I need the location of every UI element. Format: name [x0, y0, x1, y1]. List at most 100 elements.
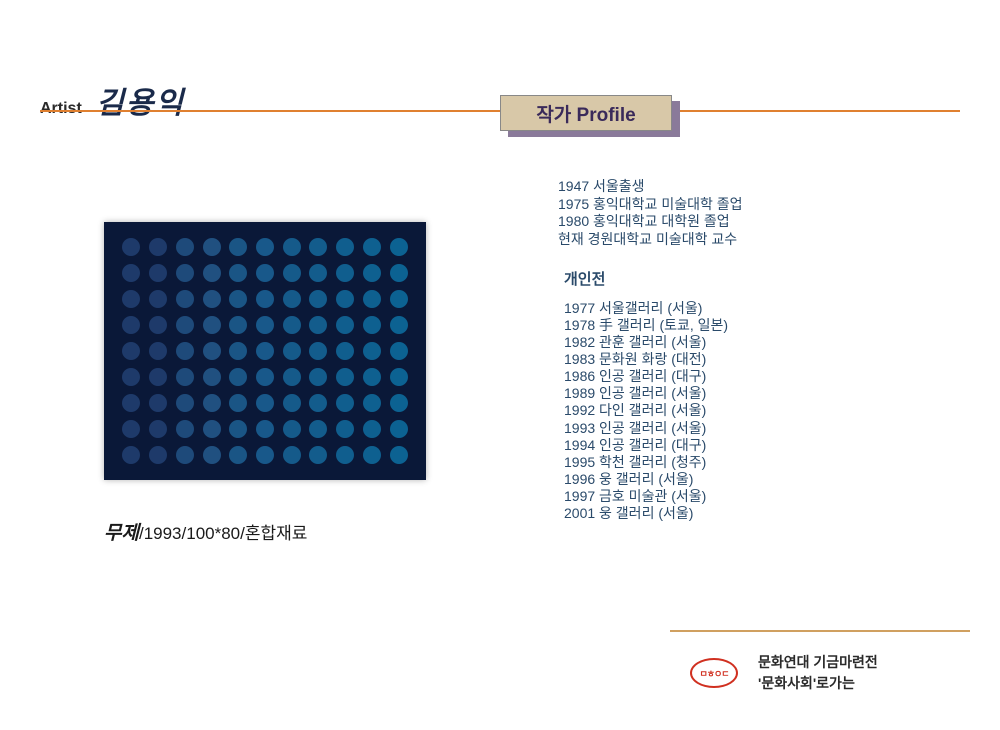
- bio-line: 1947 서울출생: [558, 178, 908, 196]
- artwork-dot: [176, 368, 194, 386]
- solo-exhibitions-list: 1977 서울갤러리 (서울)1978 手 갤러리 (토쿄, 일본)1982 관…: [564, 300, 914, 522]
- solo-exhibition-line: 1983 문화원 화랑 (대전): [564, 351, 914, 368]
- artwork-dot: [229, 446, 247, 464]
- artwork-dot: [176, 420, 194, 438]
- artwork-dot: [176, 446, 194, 464]
- artwork-dot: [176, 238, 194, 256]
- solo-exhibition-line: 1992 다인 갤러리 (서울): [564, 402, 914, 419]
- artwork-dot: [309, 446, 327, 464]
- artwork-detail: /1993/100*80/혼합재료: [139, 524, 307, 543]
- artist-label: Artist: [40, 100, 82, 118]
- artwork-dot: [203, 368, 221, 386]
- artwork-dot: [203, 420, 221, 438]
- artwork-dot: [256, 316, 274, 334]
- bio-section: 1947 서울출생1975 홍익대학교 미술대학 졸업1980 홍익대학교 대학…: [558, 178, 908, 248]
- artwork-dot: [149, 316, 167, 334]
- bio-line: 현재 경원대학교 미술대학 교수: [558, 231, 908, 249]
- artwork-dot: [229, 394, 247, 412]
- artwork-dot: [390, 238, 408, 256]
- solo-exhibitions-title: 개인전: [564, 268, 605, 289]
- artwork-dot: [122, 264, 140, 282]
- artwork-dot: [363, 238, 381, 256]
- artwork-dot: [229, 368, 247, 386]
- solo-exhibition-line: 2001 웅 갤러리 (서울): [564, 505, 914, 522]
- artwork-dot: [122, 290, 140, 308]
- artwork-dot: [336, 394, 354, 412]
- solo-exhibition-line: 1993 인공 갤러리 (서울): [564, 420, 914, 437]
- solo-exhibition-line: 1996 웅 갤러리 (서울): [564, 471, 914, 488]
- artwork-dot: [390, 342, 408, 360]
- artwork-dot: [336, 316, 354, 334]
- artwork-dot: [390, 264, 408, 282]
- profile-badge-label: 작가 Profile: [500, 95, 672, 131]
- artwork-dot: [363, 368, 381, 386]
- artwork-dot: [122, 368, 140, 386]
- footer-divider: [670, 630, 970, 632]
- artwork-dot: [256, 446, 274, 464]
- artwork-dot: [309, 368, 327, 386]
- artwork-dot: [390, 368, 408, 386]
- artwork-dot: [149, 446, 167, 464]
- artwork-dot-grid: [118, 234, 412, 468]
- artwork-dot: [176, 394, 194, 412]
- solo-exhibition-line: 1978 手 갤러리 (토쿄, 일본): [564, 317, 914, 334]
- artwork-dot: [309, 290, 327, 308]
- artwork-dot: [229, 264, 247, 282]
- artwork-dot: [336, 368, 354, 386]
- solo-exhibition-line: 1982 관훈 갤러리 (서울): [564, 334, 914, 351]
- artwork-dot: [336, 420, 354, 438]
- artwork-dot: [309, 316, 327, 334]
- artwork-dot: [229, 342, 247, 360]
- artwork-dot: [390, 394, 408, 412]
- artwork-dot: [256, 368, 274, 386]
- artwork-dot: [122, 394, 140, 412]
- artwork-caption: 무제/1993/100*80/혼합재료: [104, 518, 307, 545]
- artwork-dot: [203, 394, 221, 412]
- artwork-dot: [309, 342, 327, 360]
- solo-exhibition-line: 1995 학천 갤러리 (청주): [564, 454, 914, 471]
- artwork-dot: [363, 342, 381, 360]
- artwork-dot: [309, 420, 327, 438]
- solo-exhibition-line: 1977 서울갤러리 (서울): [564, 300, 914, 317]
- artwork-dot: [122, 420, 140, 438]
- artwork-dot: [203, 316, 221, 334]
- artwork-dot: [390, 290, 408, 308]
- artwork-title: 무제: [104, 523, 139, 544]
- artwork-dot: [309, 394, 327, 412]
- artwork-dot: [256, 342, 274, 360]
- artwork-dot: [283, 394, 301, 412]
- artwork-dot: [256, 264, 274, 282]
- artwork-dot: [363, 290, 381, 308]
- artwork-dot: [229, 420, 247, 438]
- artwork-dot: [149, 394, 167, 412]
- footer-text: 문화연대 기금마련전 '문화사회'로가는: [758, 652, 878, 694]
- artwork-dot: [363, 394, 381, 412]
- artwork-dot: [176, 342, 194, 360]
- artwork-dot: [390, 446, 408, 464]
- artwork-dot: [336, 342, 354, 360]
- solo-exhibition-line: 1986 인공 갤러리 (대구): [564, 368, 914, 385]
- artwork-dot: [309, 264, 327, 282]
- artwork-dot: [149, 238, 167, 256]
- artwork-dot: [256, 290, 274, 308]
- artwork-dot: [363, 446, 381, 464]
- artwork-dot: [390, 316, 408, 334]
- artwork-dot: [203, 342, 221, 360]
- artwork-dot: [149, 420, 167, 438]
- artwork-dot: [336, 238, 354, 256]
- artwork-dot: [203, 238, 221, 256]
- artwork-dot: [229, 290, 247, 308]
- artwork-dot: [122, 446, 140, 464]
- artist-name: 김용익: [96, 78, 185, 122]
- artwork-dot: [336, 446, 354, 464]
- footer-logo-icon: ㅁㅎㅇㄷ: [690, 658, 738, 688]
- artwork-dot: [122, 342, 140, 360]
- artwork-dot: [283, 316, 301, 334]
- artwork-dot: [283, 420, 301, 438]
- artwork-dot: [390, 420, 408, 438]
- artwork-dot: [283, 238, 301, 256]
- bio-line: 1975 홍익대학교 미술대학 졸업: [558, 196, 908, 214]
- artwork-dot: [203, 264, 221, 282]
- artwork-dot: [176, 290, 194, 308]
- profile-badge: 작가 Profile: [500, 95, 680, 137]
